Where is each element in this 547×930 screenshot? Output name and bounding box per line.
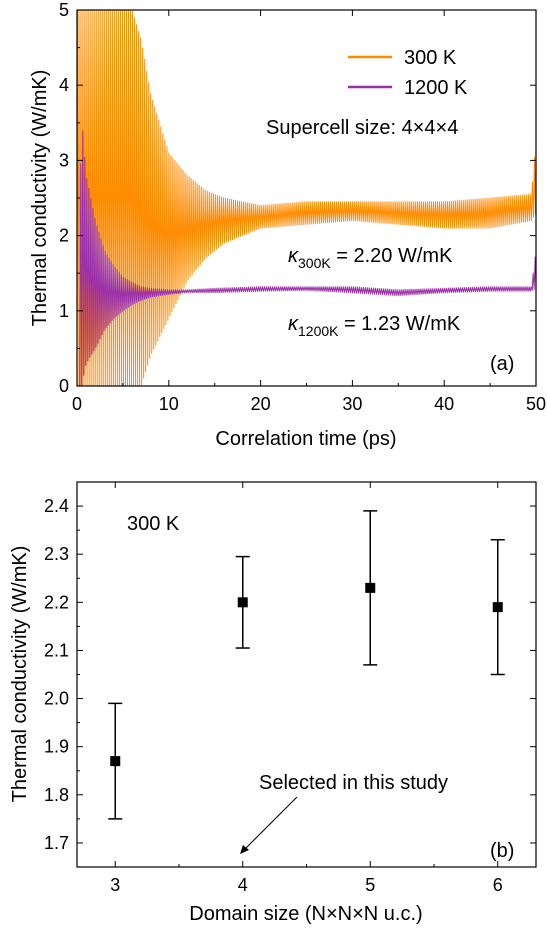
x-axis-title-a: Correlation time (ps) bbox=[215, 428, 396, 450]
kappa-1200-label: κ1200K = 1.23 W/mK bbox=[288, 313, 461, 339]
x-tick-label-a: 20 bbox=[251, 394, 271, 414]
y-tick-label-a: 3 bbox=[59, 150, 69, 170]
data-point bbox=[110, 756, 121, 767]
selected-annotation: Selected in this study bbox=[259, 772, 448, 794]
y-tick-label-a: 0 bbox=[59, 376, 69, 396]
plot-frame-b bbox=[76, 481, 537, 868]
panel-label-b: (b) bbox=[490, 840, 514, 862]
y-tick-label-b: 2.0 bbox=[44, 689, 69, 709]
kappa-1200-subscript: 1200K bbox=[298, 323, 339, 339]
kappa-300-value: = 2.20 W/mK bbox=[331, 245, 453, 267]
y-tick-label-b: 2.4 bbox=[44, 496, 69, 516]
panel-b-chart: 3 4 5 6 1.7 1.8 1.9 2.0 2.1 2.2 2.3 2.4 300 K Selec… bbox=[9, 481, 537, 925]
y-tick-label-a: 4 bbox=[59, 75, 69, 95]
series-300k bbox=[77, 10, 536, 386]
legend-label-1200k: 1200 K bbox=[404, 77, 468, 99]
x-axis-title-b: Domain size (N×N×N u.c.) bbox=[189, 903, 422, 925]
series-line-1200k bbox=[79, 130, 536, 386]
legend-label-300k: 300 K bbox=[404, 47, 457, 69]
supercell-annotation: Supercell size: 4×4×4 bbox=[266, 117, 458, 139]
panel-label-a: (a) bbox=[490, 353, 514, 375]
y-tick-label-b: 1.8 bbox=[44, 785, 69, 805]
y-axis-title-a: Thermal conductivity (W/mK) bbox=[29, 70, 51, 327]
x-tick-label-a: 50 bbox=[526, 394, 546, 414]
y-tick-label-a: 5 bbox=[59, 0, 69, 20]
series-line-300k bbox=[77, 10, 536, 386]
y-tick-label-b: 2.2 bbox=[44, 592, 69, 612]
x-tick-label-a: 40 bbox=[434, 394, 454, 414]
y-axis-title-b: Thermal conductivity (W/mK) bbox=[9, 546, 31, 803]
kappa-symbol: κ bbox=[288, 245, 299, 267]
kappa-300-label: κ300K = 2.20 W/mK bbox=[288, 245, 453, 271]
y-tick-label-b: 1.7 bbox=[44, 833, 69, 853]
kappa-1200-value: = 1.23 W/mK bbox=[338, 313, 460, 335]
temperature-annotation: 300 K bbox=[127, 513, 180, 535]
axis-ticks-a: 0 10 20 30 40 50 0 1 2 3 4 5 bbox=[59, 0, 546, 414]
kappa-300-subscript: 300K bbox=[298, 255, 331, 271]
panel-a-chart: 0 10 20 30 40 50 0 1 2 3 4 5 300 K 1200 K Supercell… bbox=[29, 0, 546, 450]
x-tick-label-b: 6 bbox=[493, 875, 503, 895]
series-1200k bbox=[79, 130, 536, 386]
y-tick-label-b: 1.9 bbox=[44, 737, 69, 757]
data-point bbox=[237, 597, 248, 608]
selected-arrow bbox=[242, 796, 298, 852]
x-tick-label-b: 4 bbox=[238, 875, 248, 895]
y-tick-label-a: 1 bbox=[59, 301, 69, 321]
selected-arrow-head bbox=[240, 845, 249, 854]
x-tick-label-b: 5 bbox=[365, 875, 375, 895]
y-tick-label-b: 2.3 bbox=[44, 544, 69, 564]
x-tick-label-a: 30 bbox=[342, 394, 362, 414]
y-tick-label-b: 2.1 bbox=[44, 640, 69, 660]
y-tick-label-a: 2 bbox=[59, 226, 69, 246]
x-tick-label-a: 0 bbox=[72, 394, 82, 414]
x-tick-label-b: 3 bbox=[110, 875, 120, 895]
data-point bbox=[365, 582, 376, 593]
kappa-symbol: κ bbox=[288, 313, 299, 335]
axis-ticks-b: 3 4 5 6 1.7 1.8 1.9 2.0 2.1 2.2 2.3 2.4 bbox=[44, 482, 536, 895]
x-tick-label-a: 10 bbox=[159, 394, 179, 414]
data-point bbox=[492, 602, 503, 613]
points-b bbox=[108, 510, 505, 820]
